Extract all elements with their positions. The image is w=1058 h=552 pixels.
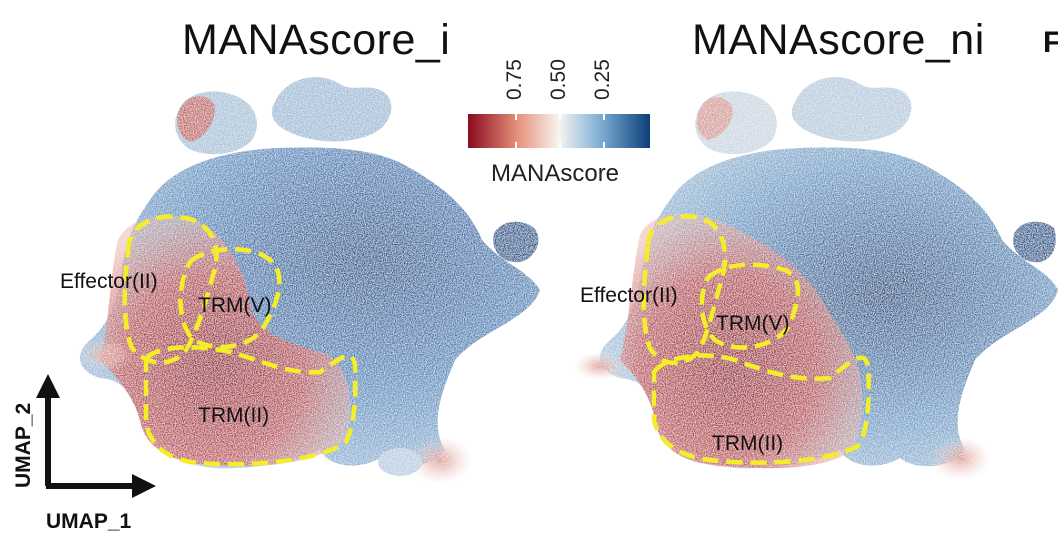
region-outlines-right	[641, 214, 871, 465]
umap-plot-left	[78, 77, 540, 484]
region-label-effector-left: Effector(II)	[60, 270, 158, 293]
legend-tick-075: 0.75	[503, 59, 526, 100]
axis-label-x: UMAP_1	[46, 510, 132, 533]
region-label-trmii-left: TRM(II)	[198, 404, 270, 427]
region-label-effector-right: Effector(II)	[580, 284, 678, 307]
next-panel-letter: F	[1043, 26, 1058, 59]
region-label-trmv-right: TRM(V)	[716, 312, 790, 335]
region-outlines-left	[122, 214, 358, 467]
region-label-trmv-left: TRM(V)	[198, 294, 272, 317]
axis-label-y: UMAP_2	[12, 402, 35, 488]
legend-title: MANAscore	[491, 160, 620, 187]
legend-tick-050: 0.50	[547, 59, 570, 100]
panel-title-right: MANAscore_ni	[692, 16, 985, 64]
region-label-trmii-right: TRM(II)	[712, 432, 784, 455]
legend-tick-marks	[515, 114, 605, 148]
umap-axis-arrows	[36, 374, 156, 498]
legend-tick-025: 0.25	[591, 59, 614, 100]
panel-title-left: MANAscore_i	[182, 16, 451, 64]
